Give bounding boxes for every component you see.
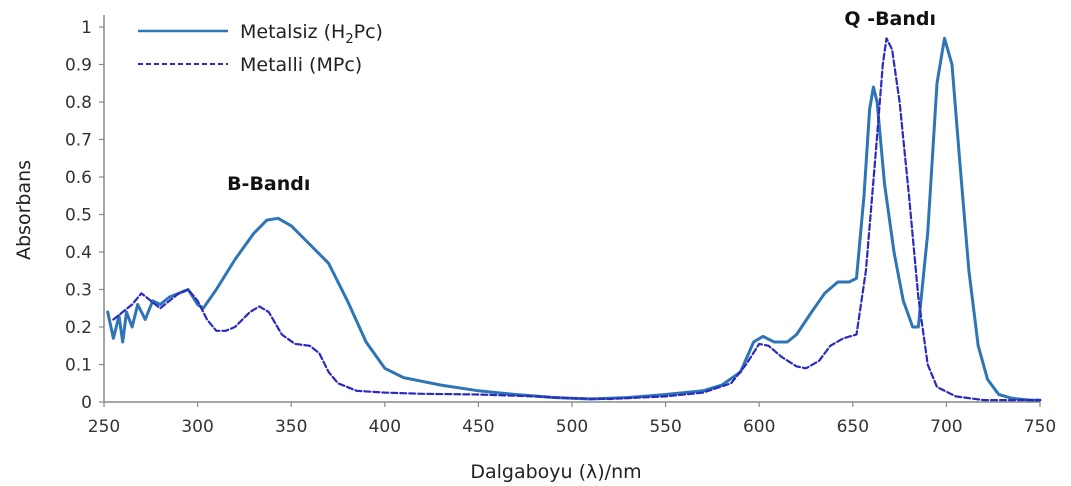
series-line-metalli	[112, 37, 1042, 402]
legend: Metalsiz (H2Pc) Metalli (MPc)	[138, 21, 383, 76]
y-axis-title: Absorbans	[13, 160, 35, 260]
y-tick-label: 0.7	[65, 131, 92, 151]
x-axis-title: Dalgaboyu (λ)/nm	[470, 461, 641, 483]
x-tick-label: 500	[556, 417, 588, 437]
y-tick-label: 0.5	[65, 206, 92, 226]
series-line-metalsiz	[106, 36, 1042, 402]
annotation-q-band: Q -Bandı	[844, 8, 936, 30]
annotation-b-band: B-Bandı	[227, 173, 310, 195]
x-tick-label: 300	[181, 417, 213, 437]
y-tick-label: 0.9	[65, 56, 92, 76]
legend-label-metalsiz-subscript: 2	[345, 32, 353, 47]
legend-label-metalsiz: Metalsiz (H2Pc)	[240, 21, 383, 47]
x-tick-label: 250	[88, 417, 120, 437]
y-tick-label: 0.1	[65, 356, 92, 376]
x-tick-label: 750	[1024, 417, 1056, 437]
y-tick-label: 0.2	[65, 318, 92, 338]
legend-label-metalsiz-main: Metalsiz (H	[240, 21, 345, 43]
series-layer	[106, 36, 1042, 402]
legend-label-metalsiz-suffix: Pc)	[354, 21, 383, 43]
y-tick-label: 0.3	[65, 281, 92, 301]
y-tick-label: 0.6	[65, 168, 92, 188]
legend-label-metalli: Metalli (MPc)	[240, 54, 362, 76]
x-tick-label: 550	[649, 417, 681, 437]
y-tick-label: 1	[81, 18, 92, 38]
x-tick-label: 600	[743, 417, 775, 437]
x-tick-label: 450	[462, 417, 494, 437]
x-tick-label: 350	[275, 417, 307, 437]
x-tick-label: 650	[837, 417, 869, 437]
annotations: B-Bandı Q -Bandı	[227, 8, 936, 195]
y-tick-label: 0.8	[65, 93, 92, 113]
y-tick-label: 0.4	[65, 243, 92, 263]
x-ticks: 250 300 350 400 450 500 550 600 650 700 750	[88, 402, 1056, 437]
y-tick-label: 0	[81, 393, 92, 413]
y-ticks: 0 0.1 0.2 0.3 0.4 0.5 0.6 0.7 0.8 0.9 1	[65, 18, 104, 413]
x-tick-label: 400	[369, 417, 401, 437]
x-tick-label: 700	[930, 417, 962, 437]
